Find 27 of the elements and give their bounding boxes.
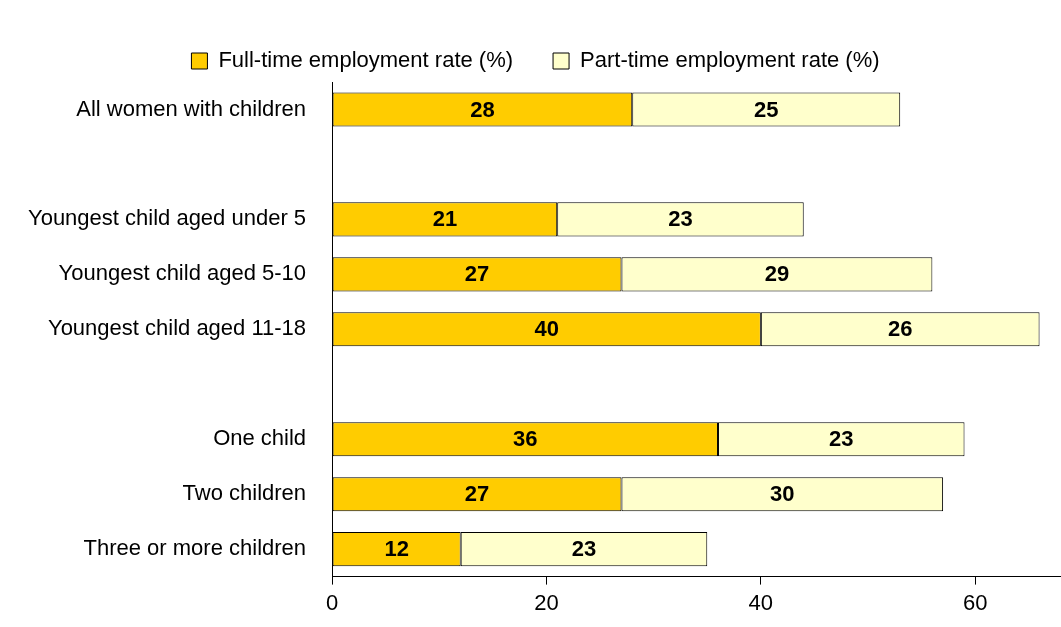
y-tick-label: Youngest child aged under 5: [27, 205, 307, 231]
data-label: 23: [829, 426, 854, 452]
data-label: 26: [887, 316, 913, 342]
data-label: 12: [384, 536, 409, 562]
data-label: 25: [753, 96, 779, 122]
data-label: 27: [464, 481, 490, 507]
y-tick-label: All women with children: [76, 95, 307, 121]
data-label: 23: [571, 536, 597, 562]
data-label: 23: [668, 206, 693, 232]
x-tick-label: 60: [963, 589, 988, 615]
y-tick-label: Youngest child aged 11-18: [47, 315, 307, 341]
x-tick-label: 40: [748, 589, 774, 615]
y-tick-label: One child: [213, 425, 307, 451]
y-tick-label: Two children: [182, 480, 307, 506]
data-label: 29: [764, 261, 790, 287]
y-tick-label: Youngest child aged 5-10: [58, 260, 307, 286]
data-label: 36: [513, 426, 538, 452]
data-label: 28: [470, 96, 495, 122]
x-tick-label: 0: [325, 589, 339, 615]
legend-label: Part-time employment rate (%): [580, 47, 880, 73]
data-label: 30: [770, 481, 795, 507]
data-label: 21: [432, 206, 458, 232]
legend-label: Full-time employment rate (%): [218, 47, 514, 73]
y-tick-label: Three or more children: [83, 535, 307, 561]
x-tick-label: 20: [534, 589, 559, 615]
data-label: 40: [534, 316, 559, 342]
data-label: 27: [464, 261, 490, 287]
